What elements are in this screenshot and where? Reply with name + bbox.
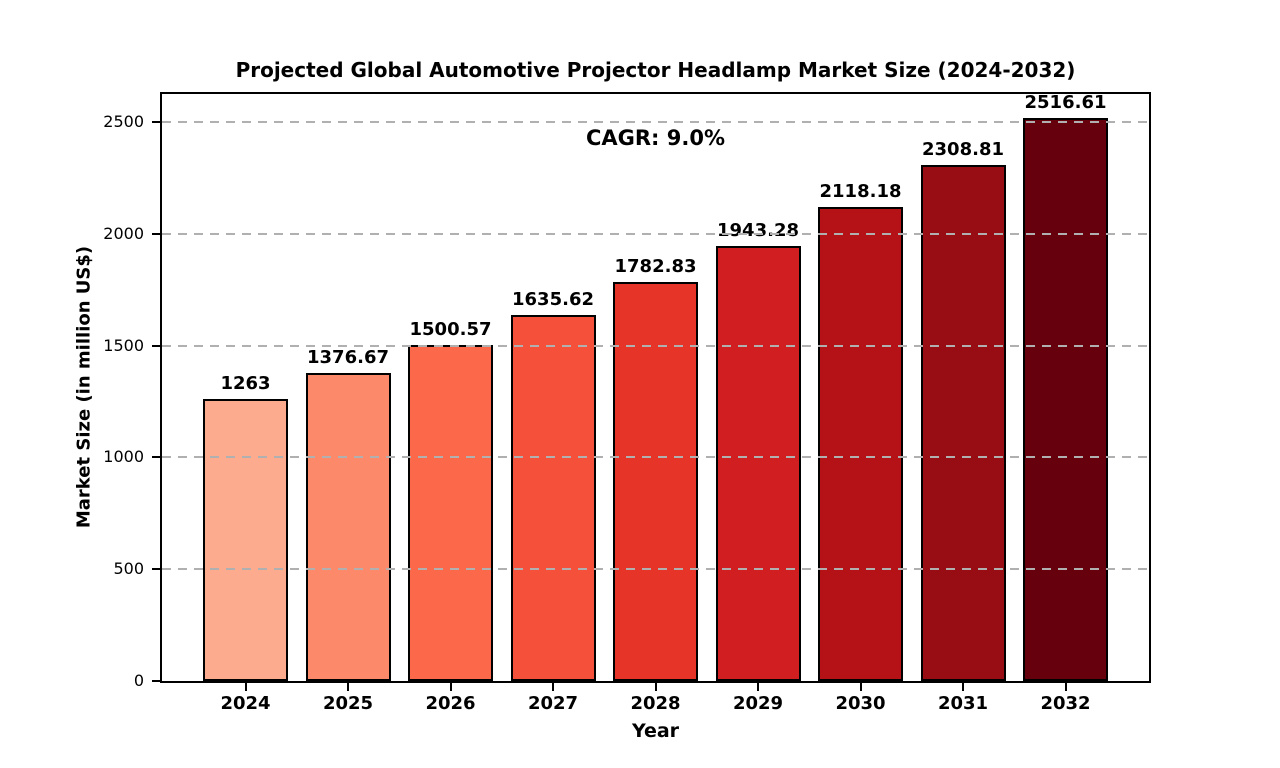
bar-2030 xyxy=(818,207,903,681)
x-tick-label-2029: 2029 xyxy=(732,693,784,714)
x-tick-mark xyxy=(1064,683,1067,691)
x-tick-label-2031: 2031 xyxy=(937,693,989,714)
x-tick-mark xyxy=(757,683,759,691)
bar-2026 xyxy=(408,345,493,681)
x-tick-mark xyxy=(962,683,964,691)
bar-2024 xyxy=(203,398,288,681)
y-tick-mark xyxy=(152,232,160,235)
cagr-annotation: CAGR: 9.0% xyxy=(585,126,726,150)
y-tick-mark xyxy=(152,344,160,347)
y-tick-label: 1000 xyxy=(103,447,144,467)
x-tick-label-2028: 2028 xyxy=(630,693,681,714)
x-tick-label-2024: 2024 xyxy=(220,693,271,714)
bars-layer: 1263 1376.67 1500.57 1635.62 1782.83 1943.28 2… xyxy=(162,92,1149,681)
x-tick-mark xyxy=(449,683,452,691)
bar-value-label: 1376.67 xyxy=(307,347,389,369)
x-tick-label-2030: 2030 xyxy=(835,693,886,714)
y-tick-mark xyxy=(152,456,160,459)
y-tick-label: 2000 xyxy=(103,223,144,243)
x-tick-label-2027: 2027 xyxy=(527,693,579,714)
bar-value-label: 2516.61 xyxy=(1024,92,1107,114)
x-tick-mark xyxy=(654,683,657,691)
y-tick-mark xyxy=(152,121,160,123)
plot-area: 1263 1376.67 1500.57 1635.62 1782.83 1943.28 2… xyxy=(160,92,1151,683)
y-tick-label: 1500 xyxy=(103,335,144,355)
bar-2025 xyxy=(305,373,391,681)
x-tick-mark xyxy=(552,683,554,691)
bar-value-label: 1943.28 xyxy=(717,220,799,242)
x-tick-mark xyxy=(244,683,247,691)
y-axis-label: Market Size (in million US$) xyxy=(73,245,95,529)
y-tick-mark xyxy=(152,680,160,682)
bar-value-label: 1635.62 xyxy=(512,289,594,311)
bar-2032 xyxy=(1023,118,1108,681)
bar-2027 xyxy=(510,315,596,681)
bar-2031 xyxy=(920,164,1006,681)
y-tick-label: 500 xyxy=(113,559,144,579)
bar-value-label: 2118.18 xyxy=(819,181,902,203)
y-tick-label: 2500 xyxy=(103,112,144,131)
bar-2029 xyxy=(715,246,801,681)
x-tick-label-2032: 2032 xyxy=(1040,693,1091,714)
x-tick-label-2026: 2026 xyxy=(425,693,476,714)
x-tick-mark xyxy=(347,683,349,691)
chart-title: Projected Global Automotive Projector He… xyxy=(235,58,1076,82)
y-tick-label: 0 xyxy=(133,671,144,690)
x-axis-label: Year xyxy=(631,720,680,742)
bar-value-label: 1263 xyxy=(220,372,271,394)
x-tick-mark xyxy=(859,683,862,691)
x-tick-label-2025: 2025 xyxy=(322,693,374,714)
y-tick-mark xyxy=(152,568,160,571)
bar-value-label: 2308.81 xyxy=(922,138,1004,160)
bar-2028 xyxy=(613,282,698,681)
bar-value-label: 1500.57 xyxy=(409,319,492,341)
bar-value-label: 1782.83 xyxy=(614,256,697,278)
